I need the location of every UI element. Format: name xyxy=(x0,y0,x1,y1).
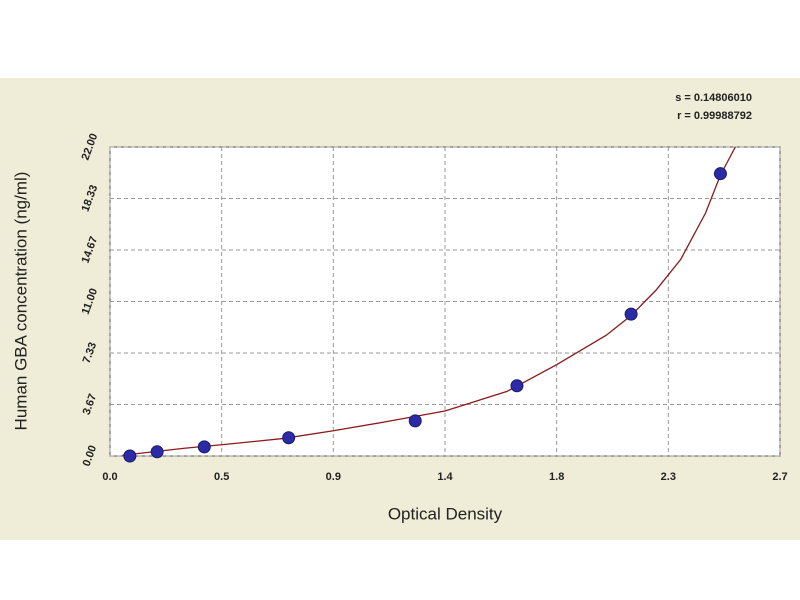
data-point xyxy=(150,445,164,459)
y-axis-label: Human GBA concentration (ng/ml) xyxy=(11,172,30,431)
x-tick-label: 2.7 xyxy=(772,471,787,483)
x-tick-label: 0.5 xyxy=(214,471,229,483)
data-point xyxy=(510,379,524,393)
annotation: s = 0.14806010 xyxy=(675,92,752,104)
fit-curve xyxy=(122,147,737,456)
annotation: r = 0.99988792 xyxy=(677,110,752,122)
data-point xyxy=(197,440,211,454)
data-point xyxy=(408,414,422,428)
x-tick-label: 0.0 xyxy=(102,471,117,483)
x-tick-label: 1.4 xyxy=(437,471,453,483)
data-point xyxy=(624,307,638,321)
data-point xyxy=(123,449,137,463)
x-tick-label: 1.8 xyxy=(549,471,564,483)
x-axis-label: Optical Density xyxy=(388,504,503,523)
data-point xyxy=(282,431,296,445)
data-point xyxy=(713,167,727,181)
x-tick-label: 2.3 xyxy=(661,471,676,483)
x-tick-label: 0.9 xyxy=(326,471,341,483)
